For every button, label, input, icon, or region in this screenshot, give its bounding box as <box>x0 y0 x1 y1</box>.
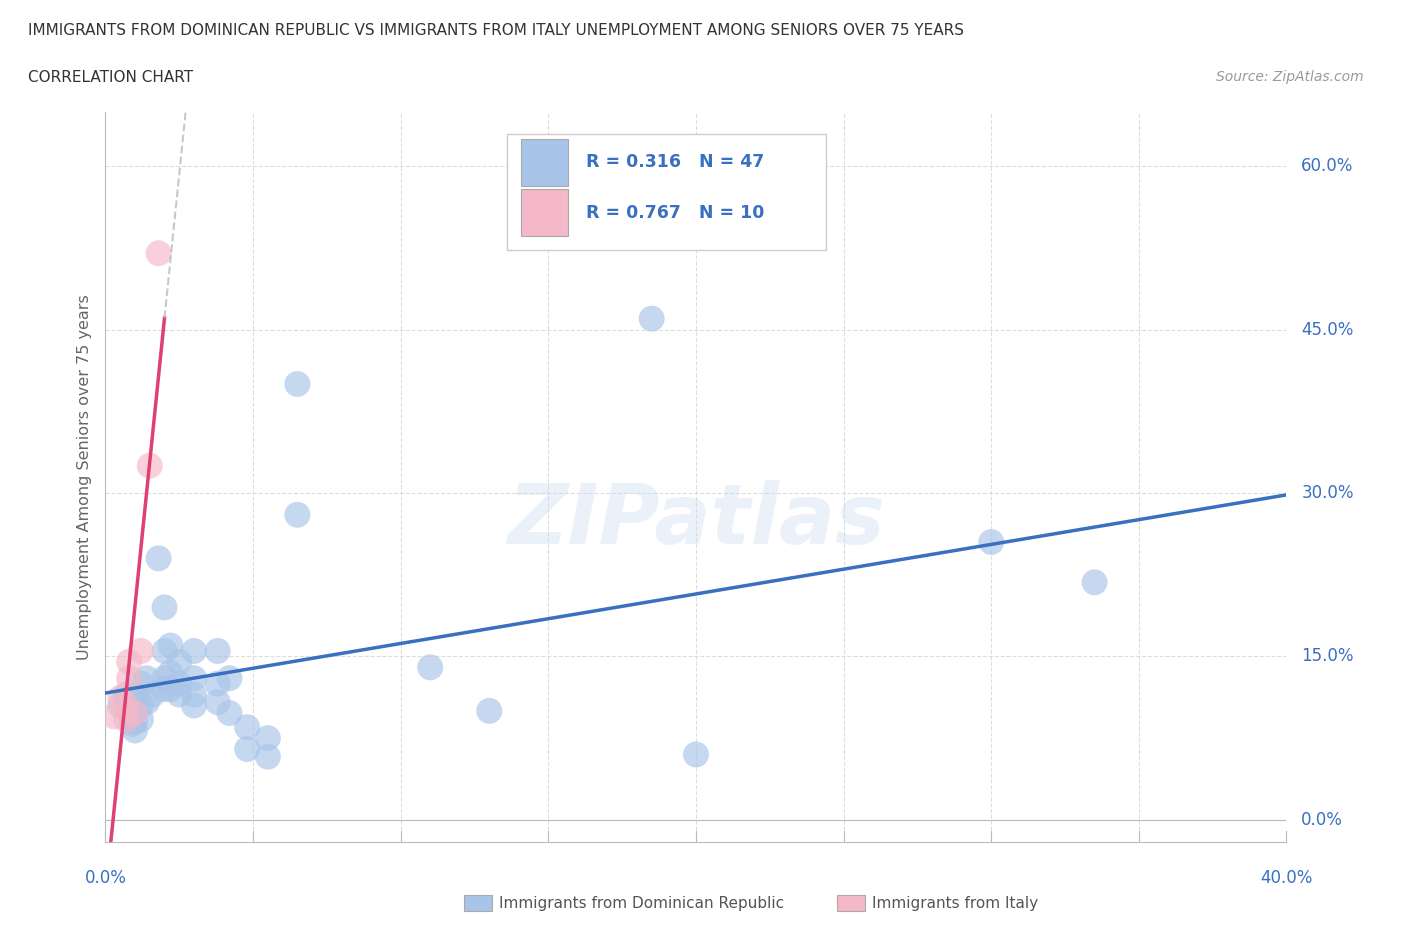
Point <box>103 709 125 724</box>
Point <box>124 714 146 729</box>
Point <box>169 655 191 670</box>
Text: CORRELATION CHART: CORRELATION CHART <box>28 70 193 85</box>
Point <box>148 246 170 260</box>
Point <box>124 706 146 721</box>
Point <box>129 644 152 658</box>
Point <box>118 671 141 685</box>
Point <box>110 690 132 705</box>
Text: IMMIGRANTS FROM DOMINICAN REPUBLIC VS IMMIGRANTS FROM ITALY UNEMPLOYMENT AMONG S: IMMIGRANTS FROM DOMINICAN REPUBLIC VS IM… <box>28 23 965 38</box>
Point <box>159 682 181 697</box>
Point <box>124 703 146 718</box>
Point <box>138 458 162 473</box>
Point <box>183 687 205 702</box>
Point <box>641 312 664 326</box>
Point <box>419 660 441 675</box>
Point <box>129 712 152 727</box>
Point <box>207 644 229 658</box>
Text: ZIPatlas: ZIPatlas <box>508 480 884 561</box>
Text: 15.0%: 15.0% <box>1302 647 1354 665</box>
Text: Source: ZipAtlas.com: Source: ZipAtlas.com <box>1216 70 1364 84</box>
Point <box>121 709 143 724</box>
Point <box>478 703 501 718</box>
Text: R = 0.316   N = 47: R = 0.316 N = 47 <box>586 153 765 171</box>
Point <box>218 706 240 721</box>
Point <box>207 676 229 691</box>
Point <box>124 687 146 702</box>
Point <box>129 698 152 713</box>
Text: 30.0%: 30.0% <box>1302 484 1354 502</box>
Point <box>1083 575 1105 590</box>
Point <box>169 676 191 691</box>
Point <box>183 698 205 713</box>
Point <box>153 671 176 685</box>
Text: 45.0%: 45.0% <box>1302 321 1354 339</box>
Point <box>236 720 259 735</box>
Point <box>183 671 205 685</box>
Text: 60.0%: 60.0% <box>1302 157 1354 175</box>
Point <box>129 676 152 691</box>
Text: 40.0%: 40.0% <box>1260 869 1313 887</box>
Point <box>169 687 191 702</box>
Point <box>118 703 141 718</box>
Point <box>236 741 259 756</box>
Text: 0.0%: 0.0% <box>84 869 127 887</box>
Point <box>257 750 280 764</box>
Point <box>257 731 280 746</box>
Point <box>115 712 138 727</box>
FancyBboxPatch shape <box>508 134 825 250</box>
Point <box>148 551 170 565</box>
Point <box>115 698 138 713</box>
Text: Immigrants from Italy: Immigrants from Italy <box>872 897 1038 911</box>
Point <box>135 695 157 710</box>
Point <box>121 716 143 731</box>
Point <box>153 600 176 615</box>
Point <box>287 508 309 523</box>
Text: 0.0%: 0.0% <box>1302 811 1343 829</box>
Point <box>110 698 132 713</box>
Point <box>142 687 165 702</box>
Point <box>115 687 138 702</box>
Point <box>135 671 157 685</box>
Point <box>118 655 141 670</box>
Text: Immigrants from Dominican Republic: Immigrants from Dominican Republic <box>499 897 785 911</box>
Point <box>980 535 1002 550</box>
Point <box>218 671 240 685</box>
Point <box>287 377 309 392</box>
Point <box>159 638 181 653</box>
Point <box>124 723 146 737</box>
Y-axis label: Unemployment Among Seniors over 75 years: Unemployment Among Seniors over 75 years <box>76 294 91 659</box>
Point <box>159 665 181 680</box>
Point <box>207 695 229 710</box>
FancyBboxPatch shape <box>522 189 568 236</box>
Point <box>685 747 707 762</box>
Point <box>153 644 176 658</box>
Point <box>153 682 176 697</box>
Text: R = 0.767   N = 10: R = 0.767 N = 10 <box>586 204 765 221</box>
Point <box>183 644 205 658</box>
FancyBboxPatch shape <box>522 139 568 186</box>
